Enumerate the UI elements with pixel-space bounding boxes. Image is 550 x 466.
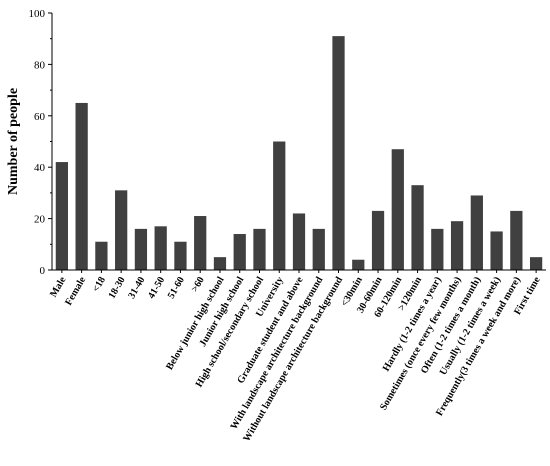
y-tick-label: 80 [34,59,46,71]
y-tick-label: 60 [34,111,46,123]
bar [391,149,404,270]
bar [371,210,385,270]
y-tick-label: 100 [29,8,46,20]
x-category-label: 18-30 [107,275,128,301]
bar [174,241,187,270]
x-category-label: 51-60 [166,275,187,301]
x-category-label: >60 [189,275,206,294]
bar [253,228,266,270]
bar [529,257,543,270]
x-category-label: 31-40 [126,275,147,301]
bar [115,190,128,270]
x-category-label: 41-50 [146,275,167,301]
bar [510,210,523,270]
bar [352,259,365,270]
bar [292,213,306,270]
x-category-label: Male [48,275,69,300]
y-ticks-group: 0 20 40 60 80 100 [29,8,52,277]
bar [154,226,167,270]
bar [431,228,444,270]
bar [75,102,88,270]
bar [332,36,345,270]
bar [273,141,286,270]
bar [194,216,207,270]
x-category-label: Female [63,275,88,308]
bar [213,257,227,270]
bar [233,234,246,270]
y-tick-label: 0 [40,265,46,277]
bar [411,185,424,270]
bar [470,195,483,270]
bar [134,228,148,270]
bar [95,241,108,270]
bar [55,162,69,270]
y-axis-title: Number of people [6,88,21,195]
x-category-label: <18 [91,275,108,294]
y-tick-label: 40 [34,162,46,174]
bars-group [55,36,543,270]
bar [490,231,503,270]
y-tick-label: 20 [34,214,46,226]
bar [312,228,325,270]
bar [450,221,464,270]
